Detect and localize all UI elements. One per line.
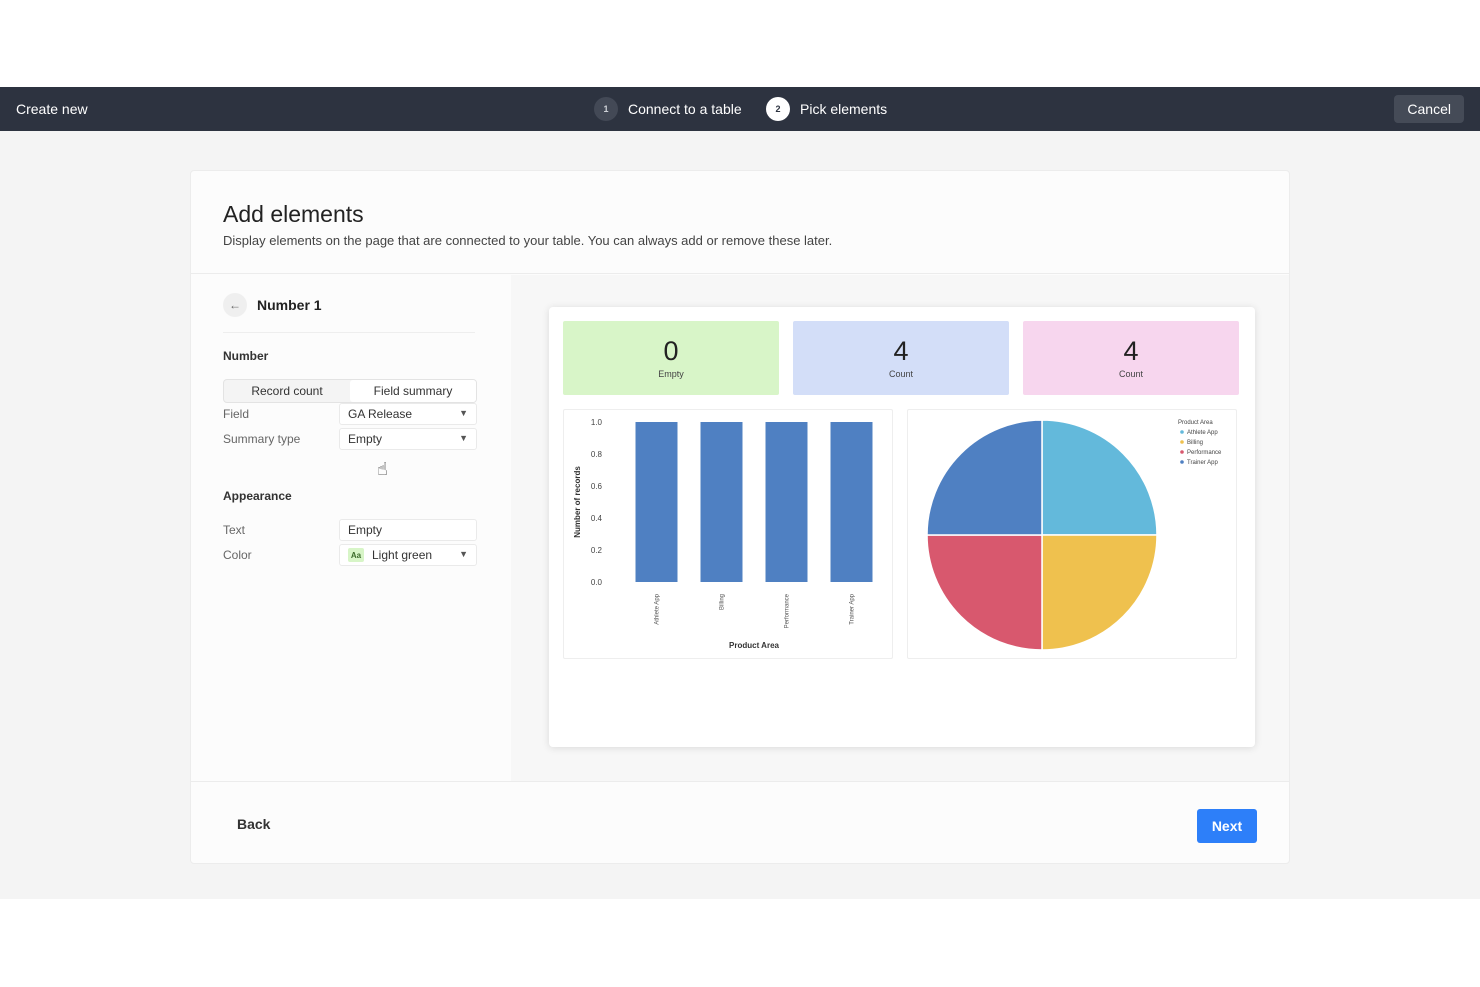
pie-chart: Product Area Athlete App Billing Performanc…: [926, 419, 1222, 651]
legend-entry: Billing: [1187, 440, 1203, 446]
tile-value: 0: [663, 336, 679, 366]
bar-chart: 1.0 0.8 0.6 0.4 0.2 0.0 Number of records Athle…: [573, 418, 873, 650]
y-tick-label: 0.8: [591, 450, 603, 459]
breadcrumb: ← Number 1: [223, 293, 475, 333]
field-row: Field GA Release ▼: [223, 403, 477, 425]
page-title: Add elements: [223, 201, 364, 227]
cancel-button[interactable]: Cancel: [1394, 95, 1464, 123]
text-row: Text Empty: [223, 519, 477, 541]
legend-title: Product Area: [1178, 420, 1213, 426]
y-tick-label: 0.6: [591, 482, 603, 491]
legend-entry: Athlete App: [1187, 430, 1218, 436]
legend-marker: [1180, 430, 1184, 434]
tile-value: 4: [893, 336, 909, 366]
field-label: Field: [223, 407, 250, 421]
step-label: Pick elements: [800, 101, 888, 117]
preview-area: 0 Empty 4 Count 4 Count 1.0 0.8 0.6 0.4 0.2 0…: [511, 275, 1289, 781]
summary-type-label: Summary type: [223, 432, 301, 446]
number-section-heading: Number: [223, 349, 269, 363]
summary-type-value: Empty: [348, 432, 383, 446]
back-button[interactable]: Back: [237, 816, 271, 832]
color-swatch: Aa: [348, 548, 364, 562]
legend-marker: [1180, 440, 1184, 444]
step-number: 1: [594, 97, 618, 121]
pie-chart-card[interactable]: Product Area Athlete App Billing Performanc…: [907, 409, 1237, 659]
x-axis-label: Product Area: [729, 641, 779, 650]
field-summary-tab[interactable]: Field summary: [350, 380, 476, 402]
x-tick-label: Performance: [785, 593, 791, 628]
pie-slice: [1041, 419, 1158, 536]
pie-slice: [1041, 534, 1158, 651]
hand-cursor-icon: ☝: [377, 459, 388, 479]
x-tick-label: Trainer App: [850, 593, 856, 624]
field-select[interactable]: GA Release ▼: [339, 403, 477, 425]
create-new-title: Create new: [16, 101, 88, 117]
page-preview: 0 Empty 4 Count 4 Count 1.0 0.8 0.6 0.4 0.2 0…: [549, 307, 1255, 747]
legend-marker: [1180, 460, 1184, 464]
card-header: Add elements Display elements on the pag…: [191, 171, 1289, 274]
y-axis-label: Number of records: [573, 466, 582, 538]
text-label: Text: [223, 523, 246, 537]
pie-slice: [926, 419, 1043, 536]
chevron-down-icon: ▼: [459, 549, 468, 559]
y-tick-label: 0.2: [591, 546, 603, 555]
color-row: Color Aa Light green ▼: [223, 544, 477, 566]
chevron-down-icon: ▼: [459, 433, 468, 443]
color-label: Color: [223, 548, 252, 562]
next-button[interactable]: Next: [1197, 809, 1257, 843]
appearance-section-heading: Appearance: [223, 489, 292, 503]
number-tile[interactable]: 4 Count: [1023, 321, 1239, 395]
step-number: 2: [766, 97, 790, 121]
summary-type-select[interactable]: Empty ▼: [339, 428, 477, 450]
tile-caption: Count: [1118, 369, 1144, 379]
color-value: Light green: [372, 548, 433, 562]
number-mode-toggle: Record count Field summary: [223, 379, 477, 403]
card-footer: Back Next: [191, 781, 1289, 865]
tile-caption: Count: [888, 369, 914, 379]
bar-chart-card[interactable]: 1.0 0.8 0.6 0.4 0.2 0.0 Number of records Athle…: [563, 409, 893, 659]
pie-slice: [926, 534, 1043, 651]
element-editor: ← Number 1 Number Record count Field sum…: [223, 275, 479, 781]
y-tick-label: 0.0: [591, 578, 603, 587]
bar: [700, 422, 743, 582]
text-input[interactable]: Empty: [339, 519, 477, 541]
record-count-tab[interactable]: Record count: [251, 384, 323, 398]
field-value: GA Release: [348, 407, 413, 421]
bar: [765, 422, 808, 582]
chevron-down-icon: ▼: [459, 408, 468, 418]
y-tick-label: 1.0: [591, 418, 603, 427]
text-value: Empty: [348, 523, 383, 537]
app-frame: Create new 1 Connect to a table 2 Pick e…: [0, 87, 1480, 899]
page-subtitle: Display elements on the page that are co…: [223, 233, 833, 248]
step-pick-elements[interactable]: 2 Pick elements: [766, 97, 887, 121]
number-tile[interactable]: 4 Count: [793, 321, 1009, 395]
step-connect-table[interactable]: 1 Connect to a table: [594, 97, 742, 121]
back-arrow-icon[interactable]: ←: [223, 293, 247, 317]
bar: [830, 422, 873, 582]
number-tile[interactable]: 0 Empty: [563, 321, 779, 395]
element-title: Number 1: [257, 297, 322, 313]
legend-entry: Trainer App: [1187, 460, 1218, 466]
tile-caption: Empty: [658, 369, 684, 379]
step-label: Connect to a table: [628, 101, 742, 117]
top-bar: Create new 1 Connect to a table 2 Pick e…: [0, 87, 1480, 131]
color-select[interactable]: Aa Light green ▼: [339, 544, 477, 566]
legend-entry: Performance: [1187, 450, 1222, 456]
tile-value: 4: [1123, 336, 1139, 366]
x-tick-label: Athlete App: [655, 593, 661, 624]
wizard-card: Add elements Display elements on the pag…: [190, 170, 1290, 864]
bar: [635, 422, 678, 582]
y-tick-label: 0.4: [591, 514, 603, 523]
summary-type-row: Summary type Empty ▼: [223, 428, 477, 450]
legend-marker: [1180, 450, 1184, 454]
x-tick-label: Billing: [720, 594, 726, 610]
